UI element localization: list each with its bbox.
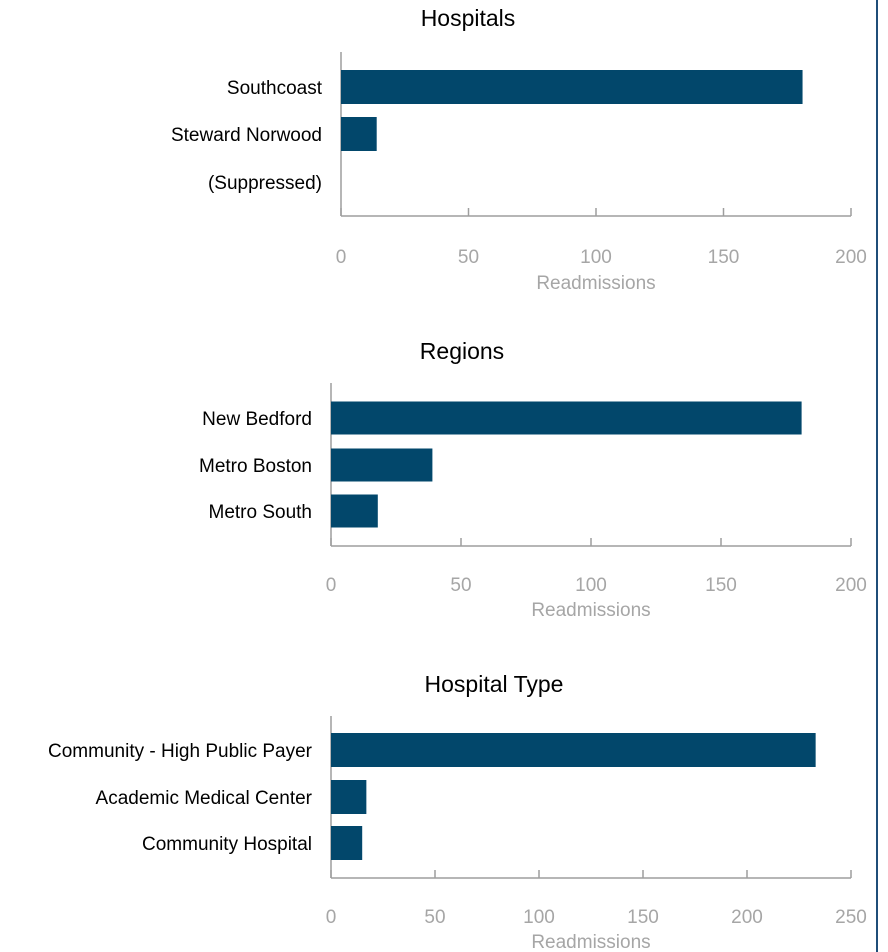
- bar-metro-boston: [331, 448, 433, 482]
- x-axis-title: Readmissions: [531, 932, 650, 952]
- category-label-community-high-public-payer: Community - High Public Payer: [48, 741, 313, 762]
- bar-steward-norwood: [341, 117, 377, 151]
- chart-title-hospital-type: Hospital Type: [425, 671, 564, 697]
- category-label-steward-norwood: Steward Norwood: [171, 125, 322, 146]
- bar-community-hospital: [331, 826, 363, 860]
- bar-metro-south: [331, 494, 378, 528]
- category-label-community-hospital: Community Hospital: [142, 834, 312, 855]
- bar-academic-medical-center: [331, 780, 367, 814]
- x-tick-label: 200: [835, 247, 867, 268]
- chart-title-hospitals: Hospitals: [421, 5, 516, 31]
- chart-title-regions: Regions: [420, 338, 504, 364]
- x-tick-label: 150: [708, 247, 740, 268]
- x-tick-label: 100: [580, 247, 612, 268]
- x-tick-label: 100: [575, 575, 607, 596]
- x-tick-label: 250: [835, 907, 867, 928]
- category-label-metro-boston: Metro Boston: [199, 456, 312, 477]
- bar-southcoast: [341, 70, 803, 104]
- x-tick-label: 150: [627, 907, 659, 928]
- right-frame-border: [876, 0, 878, 952]
- category-label-academic-medical-center: Academic Medical Center: [96, 788, 313, 809]
- x-tick-label: 100: [523, 907, 555, 928]
- x-axis-title: Readmissions: [531, 600, 650, 621]
- category-label-metro-south: Metro South: [209, 502, 313, 523]
- category-label-southcoast: Southcoast: [227, 78, 323, 99]
- x-tick-label: 150: [705, 575, 737, 596]
- x-tick-label: 50: [458, 247, 479, 268]
- x-tick-label: 50: [424, 907, 445, 928]
- bar-community-high-public-payer: [331, 733, 816, 767]
- category-label-suppressed: (Suppressed): [208, 173, 322, 194]
- x-tick-label: 0: [326, 575, 337, 596]
- category-label-new-bedford: New Bedford: [202, 409, 312, 430]
- x-tick-label: 0: [336, 247, 347, 268]
- x-tick-label: 200: [731, 907, 763, 928]
- bar-new-bedford: [331, 401, 802, 435]
- x-tick-label: 200: [835, 575, 867, 596]
- x-tick-label: 50: [450, 575, 471, 596]
- x-axis-title: Readmissions: [536, 273, 655, 294]
- x-tick-label: 0: [326, 907, 337, 928]
